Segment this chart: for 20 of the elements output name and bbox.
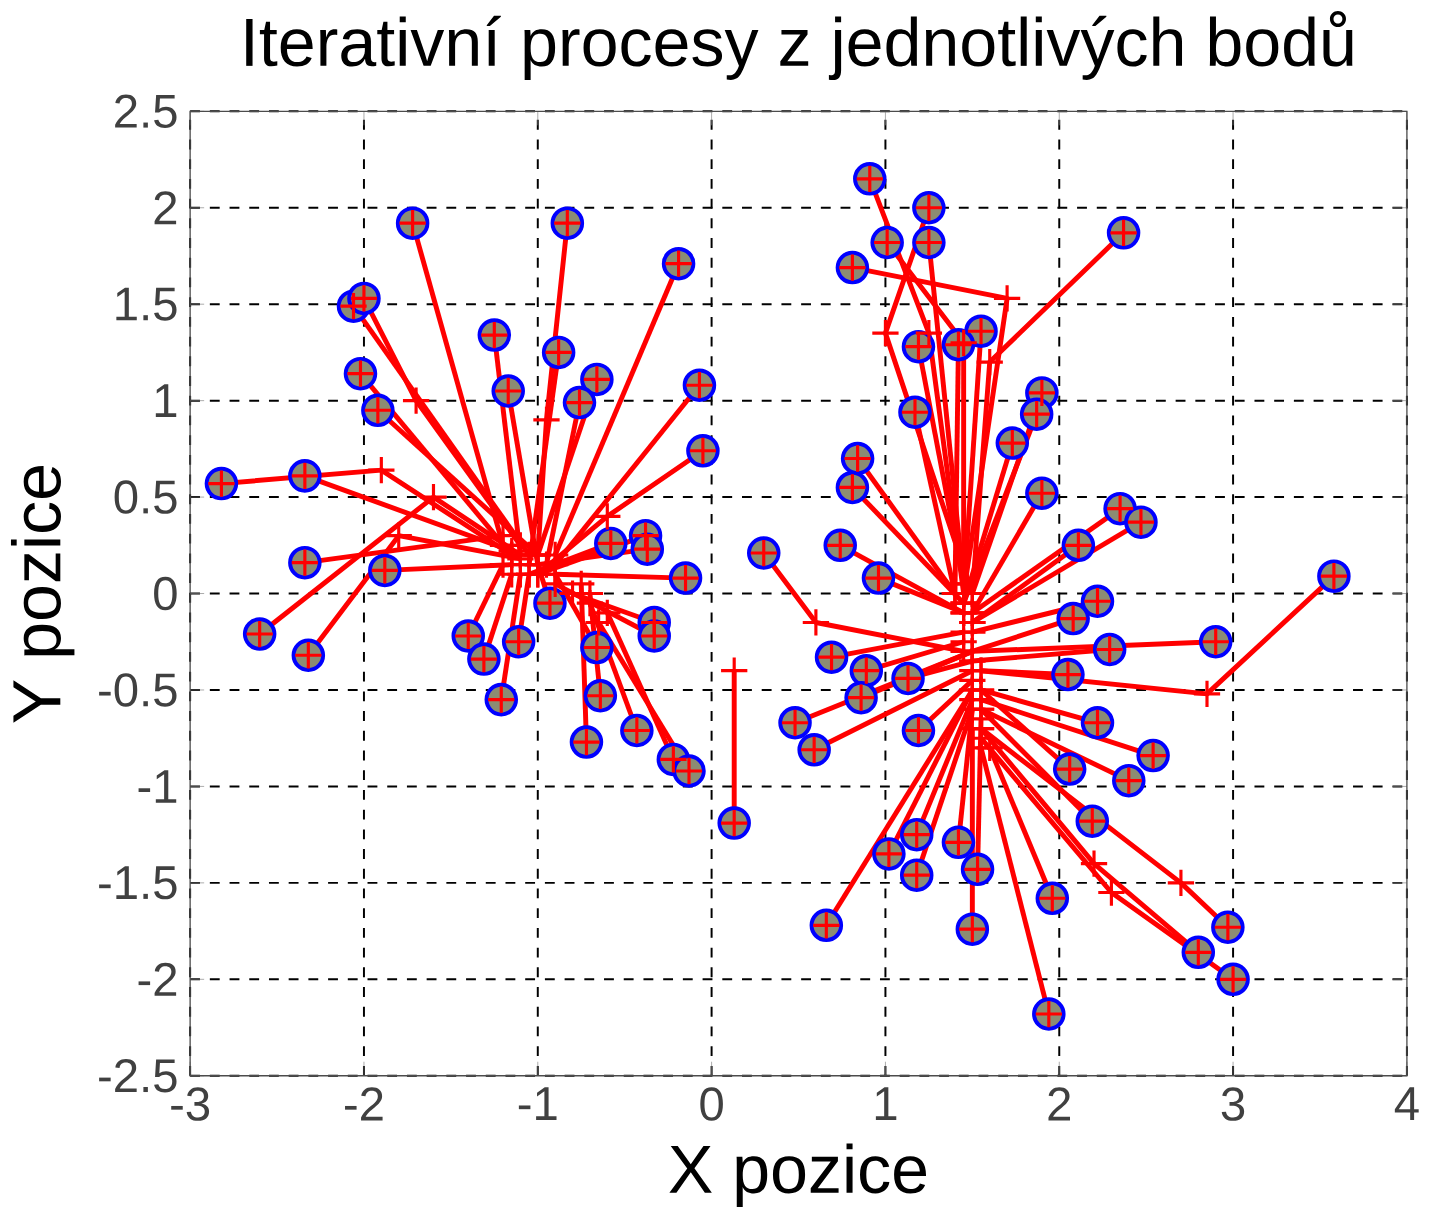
y-axis-title: Y pozice	[10, 466, 75, 723]
y-tick-label: 0.5	[114, 480, 177, 514]
y-tick-label: 2.5	[115, 94, 177, 129]
y-tick-label: 1	[155, 384, 177, 417]
x-tick-label: -1	[518, 1087, 557, 1120]
x-tick-label: -2	[345, 1087, 383, 1121]
y-tick-label: -2	[138, 962, 177, 996]
x-tick-label: 4	[1394, 1087, 1419, 1120]
x-tick-label: 2	[1048, 1087, 1071, 1121]
y-tick-label: -1	[138, 770, 177, 803]
x-tick-label: 3	[1221, 1087, 1245, 1121]
chart-title: Iterativní procesy z jednotlivých bodů	[246, 11, 1353, 81]
x-tick-label: 1	[875, 1087, 897, 1120]
y-tick-label: -0.5	[99, 673, 177, 707]
x-axis-title: X pozice	[669, 1143, 927, 1207]
y-tick-label: -1.5	[99, 866, 177, 900]
y-tick-label: 2	[154, 191, 177, 225]
x-tick-label: 0	[700, 1087, 723, 1121]
y-tick-label: 0	[154, 576, 177, 611]
y-tick-label: 1.5	[116, 287, 177, 321]
